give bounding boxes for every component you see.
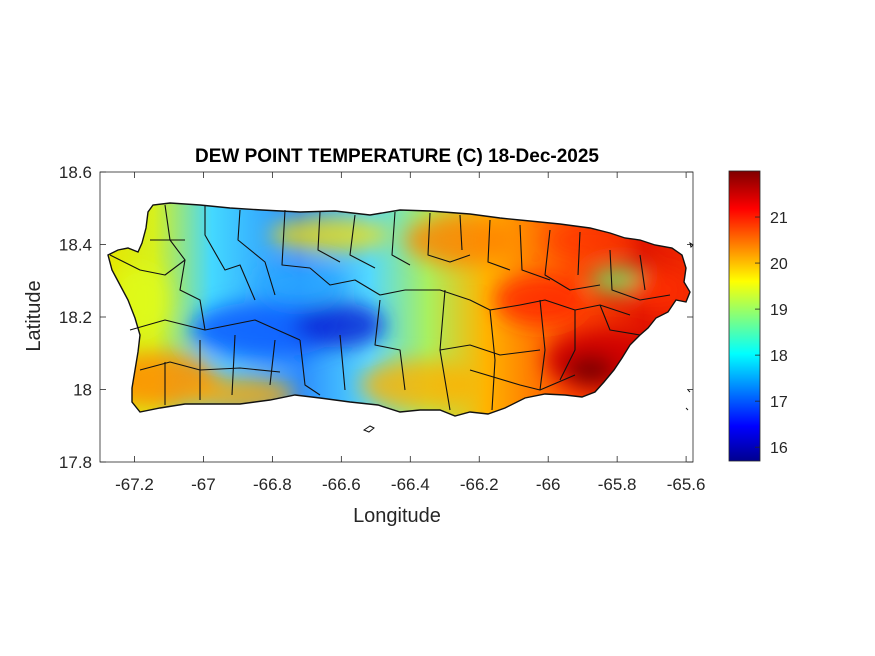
municipality-boundaries xyxy=(109,204,671,411)
y-tick-label: 18.2 xyxy=(59,308,92,327)
colorbar-gradient xyxy=(728,170,761,462)
x-tick-label: -65.6 xyxy=(667,475,706,494)
x-tick-label: -66.4 xyxy=(391,475,430,494)
offshore-islands xyxy=(362,241,694,433)
colorbar-tick-label: 18 xyxy=(770,348,788,365)
colorbar-tick-label: 20 xyxy=(770,256,788,273)
y-tick-label: 18.4 xyxy=(59,236,92,255)
x-axis-label: Longitude xyxy=(353,505,441,527)
y-axis-label: Latitude xyxy=(23,280,45,351)
colorbar-tick-label: 16 xyxy=(770,440,788,457)
plot-title: DEW POINT TEMPERATURE (C) 18-Dec-2025 xyxy=(195,146,599,167)
colorbar-tick-label: 19 xyxy=(770,302,788,319)
x-tick-label: -66.8 xyxy=(253,475,292,494)
y-axis: 18.6 18.4 18.2 18 17.8 xyxy=(59,163,693,472)
y-tick-label: 18 xyxy=(73,381,92,400)
x-tick-label: -67.2 xyxy=(115,475,154,494)
dew-point-field xyxy=(108,203,690,416)
colorbar: 16 17 18 19 20 21 xyxy=(728,170,788,462)
y-tick-label: 18.6 xyxy=(59,163,92,182)
x-tick-label: -66.6 xyxy=(322,475,361,494)
x-axis: -67.2 -67 -66.8 -66.6 -66.4 -66.2 -66 -65.8 -65.… xyxy=(115,172,705,494)
colorbar-ticks: 16 17 18 19 20 21 xyxy=(755,210,788,457)
colorbar-tick-label: 21 xyxy=(770,210,788,227)
x-tick-label: -67 xyxy=(191,475,216,494)
y-tick-label: 17.8 xyxy=(59,453,92,472)
island-outline xyxy=(107,202,691,417)
colorbar-tick-label: 17 xyxy=(770,394,788,411)
x-tick-label: -66.2 xyxy=(460,475,499,494)
x-tick-label: -66 xyxy=(536,475,561,494)
x-tick-label: -65.8 xyxy=(598,475,637,494)
